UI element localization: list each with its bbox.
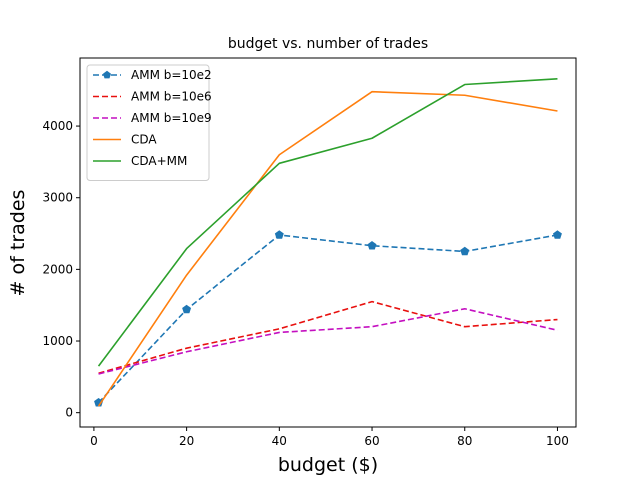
series-1-marker	[552, 230, 562, 239]
series-1-marker	[274, 230, 284, 239]
series-1-marker	[367, 241, 377, 250]
series-line-5	[97, 77, 558, 367]
series-line-1	[97, 234, 558, 404]
axes-frame	[79, 57, 577, 428]
series-1-marker	[460, 246, 470, 256]
series-1-marker	[182, 304, 192, 314]
plot-area	[94, 77, 562, 407]
series-line-4	[97, 90, 558, 407]
legend-label-5: CDA+MM	[131, 154, 187, 168]
x-tick-label: 100	[546, 434, 569, 448]
series-line-2	[98, 300, 558, 375]
y-tick-label: 1000	[42, 334, 73, 348]
x-tick-label: 60	[364, 434, 379, 448]
x-tick-label: 20	[179, 434, 194, 448]
x-tick-label: 40	[272, 434, 287, 448]
y-tick-label: 2000	[42, 262, 73, 276]
y-tick-label: 3000	[42, 191, 73, 205]
chart-title: budget vs. number of trades	[228, 36, 428, 52]
y-tick-label: 4000	[42, 119, 73, 133]
x-axis-label: budget ($)	[278, 454, 378, 476]
x-tick-label: 0	[90, 434, 98, 448]
legend: AMM b=10e2 AMM b=10e6 AMM b=10e9 CDA CDA+MM	[86, 64, 212, 181]
y-axis-label: # of trades	[7, 190, 29, 297]
legend-marker-1	[103, 70, 111, 79]
x-tick-label: 80	[457, 434, 472, 448]
series-line-3	[98, 307, 558, 375]
legend-label-1: AMM b=10e2	[131, 68, 212, 82]
y-tick-label: 0	[65, 406, 73, 420]
legend-label-2: AMM b=10e6	[131, 90, 212, 104]
legend-label-4: CDA	[131, 133, 157, 147]
legend-label-3: AMM b=10e9	[131, 111, 212, 125]
legend-box	[86, 64, 210, 181]
